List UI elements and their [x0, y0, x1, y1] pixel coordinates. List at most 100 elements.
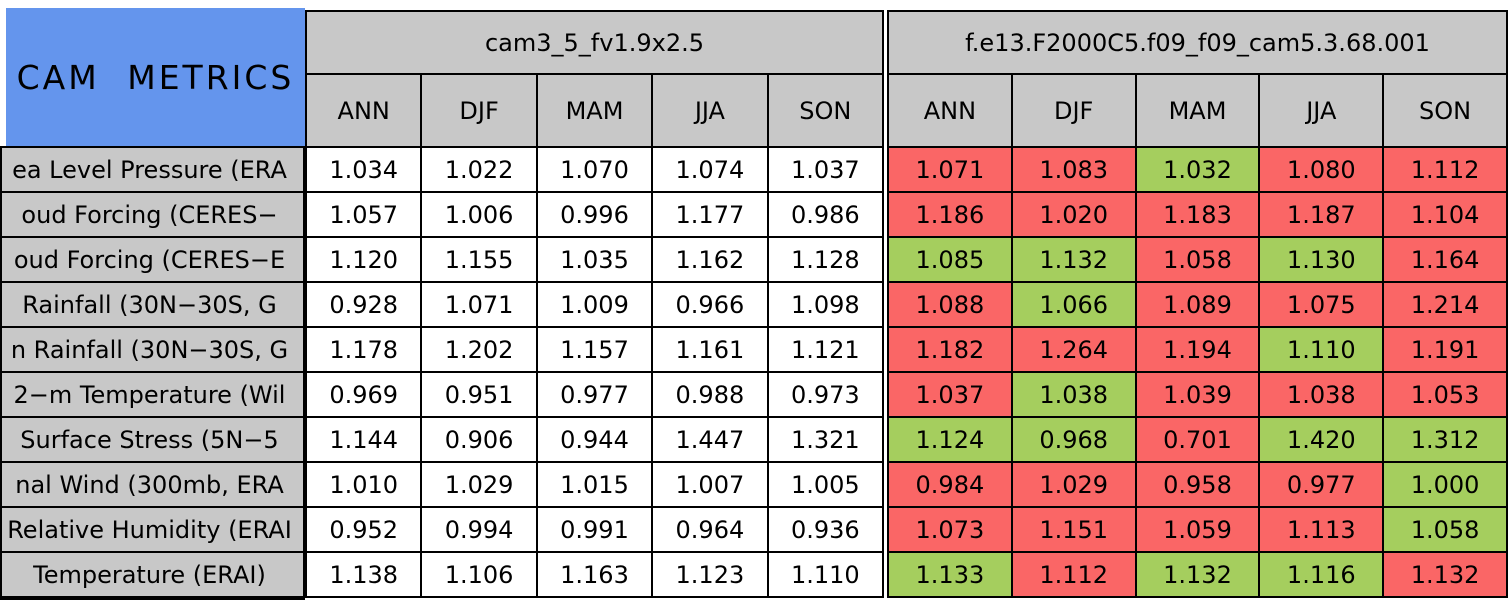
metric-value-cell: 0.936	[768, 508, 882, 551]
metric-value-cell: 1.124	[889, 418, 1011, 461]
metric-value-cell: 0.996	[537, 193, 652, 236]
metric-value-cell: 0.944	[537, 418, 652, 461]
metric-value-cell: 0.994	[422, 508, 536, 551]
metric-value-cell: 1.038	[1012, 373, 1135, 416]
metric-value-cell: 1.058	[1384, 508, 1506, 551]
metric-value-cell: 0.984	[889, 463, 1011, 506]
metric-value-cell: 1.121	[768, 328, 882, 371]
metric-value-cell: 1.071	[422, 283, 536, 326]
metric-value-cell: 0.986	[768, 193, 882, 236]
metric-value-cell: 1.144	[307, 418, 421, 461]
metric-value-cell: 0.906	[422, 418, 536, 461]
metric-value-cell: 1.162	[653, 238, 767, 281]
model-table-cam5-3-68: f.e13.F2000C5.f09_f09_cam5.3.68.001 ANN D…	[887, 10, 1508, 598]
metric-value-cell: 1.035	[537, 238, 652, 281]
metric-value-cell: 0.964	[653, 508, 767, 551]
metric-value-cell: 1.178	[307, 328, 421, 371]
row-label: n Rainfall (30N−30S, G	[2, 328, 303, 371]
metric-value-cell: 1.155	[422, 238, 536, 281]
row-label: Temperature (ERAI)	[2, 553, 303, 596]
metric-value-cell: 1.202	[422, 328, 536, 371]
metric-value-cell: 1.058	[1136, 238, 1259, 281]
metric-value-cell: 1.070	[537, 148, 652, 191]
season-header: DJF	[422, 75, 536, 146]
metric-value-cell: 0.973	[768, 373, 882, 416]
metric-value-cell: 1.006	[422, 193, 536, 236]
metric-value-cell: 0.958	[1136, 463, 1259, 506]
metric-value-cell: 1.110	[1260, 328, 1383, 371]
metric-value-cell: 1.191	[1384, 328, 1506, 371]
metric-value-cell: 1.113	[1260, 508, 1383, 551]
metric-value-cell: 0.968	[1012, 418, 1135, 461]
metric-value-cell: 1.447	[653, 418, 767, 461]
metric-value-cell: 1.032	[1136, 148, 1259, 191]
metric-value-cell: 1.186	[889, 193, 1011, 236]
metric-value-cell: 1.074	[653, 148, 767, 191]
metric-value-cell: 1.029	[1012, 463, 1135, 506]
metric-value-cell: 0.969	[307, 373, 421, 416]
metric-value-cell: 1.066	[1012, 283, 1135, 326]
metric-value-cell: 1.075	[1260, 283, 1383, 326]
metric-value-cell: 1.130	[1260, 238, 1383, 281]
metric-value-cell: 1.085	[889, 238, 1011, 281]
metric-value-cell: 0.966	[653, 283, 767, 326]
season-header: SON	[1384, 75, 1506, 146]
metric-value-cell: 1.132	[1136, 553, 1259, 596]
row-label: oud Forcing (CERES−E	[2, 238, 303, 281]
metric-value-cell: 1.022	[422, 148, 536, 191]
metric-value-cell: 1.083	[1012, 148, 1135, 191]
metric-value-cell: 1.104	[1384, 193, 1506, 236]
metric-value-cell: 1.010	[307, 463, 421, 506]
season-header: MAM	[1136, 75, 1259, 146]
table-corner-title: CAM METRICS	[6, 8, 305, 146]
metric-value-cell: 1.106	[422, 553, 536, 596]
season-header: ANN	[307, 75, 421, 146]
metric-value-cell: 0.928	[307, 283, 421, 326]
row-label: Relative Humidity (ERAI	[2, 508, 303, 551]
metric-value-cell: 1.264	[1012, 328, 1135, 371]
metric-value-cell: 1.183	[1136, 193, 1259, 236]
metric-value-cell: 0.951	[422, 373, 536, 416]
metric-value-cell: 0.701	[1136, 418, 1259, 461]
season-header: ANN	[889, 75, 1011, 146]
row-label: oud Forcing (CERES−	[2, 193, 303, 236]
season-header: SON	[768, 75, 882, 146]
metric-value-cell: 1.321	[768, 418, 882, 461]
metric-value-cell: 1.059	[1136, 508, 1259, 551]
season-header: JJA	[653, 75, 767, 146]
metric-value-cell: 1.133	[889, 553, 1011, 596]
metric-value-cell: 1.164	[1384, 238, 1506, 281]
metric-value-cell: 1.132	[1012, 238, 1135, 281]
metric-value-cell: 1.088	[889, 283, 1011, 326]
metric-value-cell: 1.080	[1260, 148, 1383, 191]
metric-value-cell: 1.120	[307, 238, 421, 281]
metric-value-cell: 1.098	[768, 283, 882, 326]
metric-value-cell: 1.132	[1384, 553, 1506, 596]
metric-value-cell: 1.020	[1012, 193, 1135, 236]
metric-value-cell: 1.112	[1012, 553, 1135, 596]
row-label: Rainfall (30N−30S, G	[2, 283, 303, 326]
model-table-cam3-5: cam3_5_fv1.9x2.5 ANN DJF MAM JJA SON 1.034 1.0…	[305, 10, 884, 598]
metric-value-cell: 0.977	[537, 373, 652, 416]
metric-value-cell: 1.037	[768, 148, 882, 191]
metric-value-cell: 1.157	[537, 328, 652, 371]
metric-value-cell: 1.161	[653, 328, 767, 371]
metric-value-cell: 1.034	[307, 148, 421, 191]
metric-value-cell: 0.977	[1260, 463, 1383, 506]
season-header: JJA	[1260, 75, 1383, 146]
metric-value-cell: 0.988	[653, 373, 767, 416]
metric-value-cell: 1.182	[889, 328, 1011, 371]
metric-value-cell: 1.073	[889, 508, 1011, 551]
row-label: ea Level Pressure (ERA	[2, 148, 303, 191]
metric-value-cell: 1.089	[1136, 283, 1259, 326]
metric-value-cell: 1.187	[1260, 193, 1383, 236]
metric-value-cell: 1.007	[653, 463, 767, 506]
row-label: 2−m Temperature (Wil	[2, 373, 303, 416]
metric-value-cell: 1.163	[537, 553, 652, 596]
row-label: Surface Stress (5N−5	[2, 418, 303, 461]
season-header: MAM	[537, 75, 652, 146]
row-label: nal Wind (300mb, ERA	[2, 463, 303, 506]
metric-value-cell: 1.194	[1136, 328, 1259, 371]
season-header: DJF	[1012, 75, 1135, 146]
